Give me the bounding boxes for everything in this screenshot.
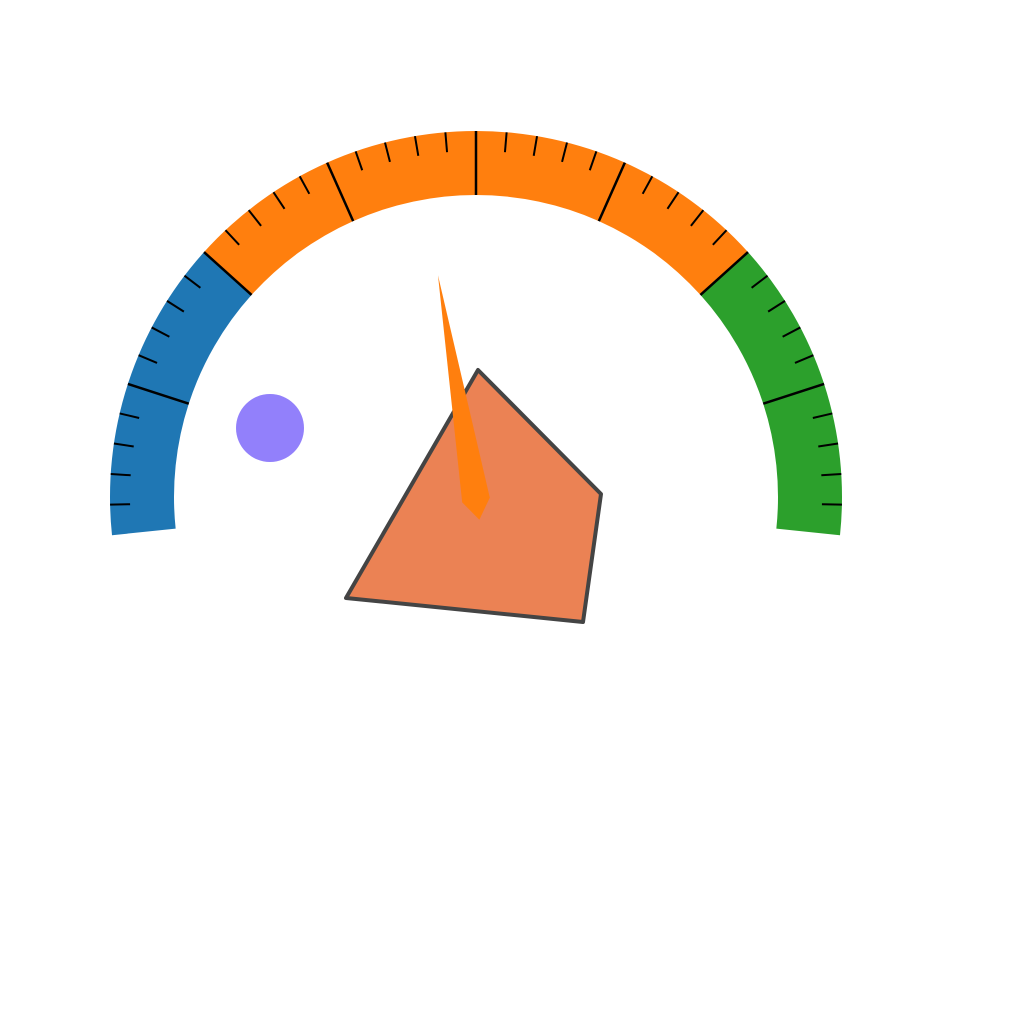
purple-dot (236, 394, 304, 462)
gauge-minor-tick (690, 209, 705, 227)
gauge-minor-tick (298, 175, 311, 195)
gauge-minor-tick (641, 175, 654, 195)
gauge-minor-tick (666, 191, 680, 210)
gauge-minor-tick (712, 229, 728, 246)
gauge-minor-tick (119, 412, 140, 419)
gauge-minor-tick (166, 300, 185, 313)
gauge-minor-tick (183, 274, 202, 289)
gauge-minor-tick (503, 132, 508, 153)
gauge-minor-tick (413, 135, 420, 157)
gauge-band-high (700, 252, 842, 536)
gauge-minor-tick (794, 354, 814, 364)
gauge-minor-tick (767, 300, 786, 313)
gauge-minor-tick (272, 191, 286, 210)
gauge-minor-tick (354, 151, 364, 171)
gauge-minor-tick (782, 326, 801, 338)
gauge-minor-tick (812, 412, 833, 419)
gauge-minor-tick (821, 473, 842, 477)
gauge-minor-tick (588, 151, 598, 171)
gauge-minor-tick (384, 142, 391, 163)
gauge-needle (437, 275, 490, 520)
gauge-minor-tick (818, 442, 839, 448)
gauge-minor-tick (113, 442, 134, 448)
gauge-ticks (110, 131, 842, 506)
gauge-minor-tick (532, 135, 539, 157)
gauge-major-tick (699, 251, 749, 296)
gauge-minor-tick (151, 326, 170, 338)
gauge-minor-tick (247, 209, 262, 227)
gauge-minor-tick (444, 132, 449, 153)
gauge-major-tick (762, 382, 825, 405)
gauge-major-tick (325, 162, 355, 222)
gauge-band-low (110, 252, 252, 536)
gauge-minor-tick (110, 473, 131, 477)
gauge-minor-tick (224, 229, 240, 246)
gauge-minor-tick (561, 142, 568, 163)
gauge-minor-tick (138, 354, 158, 364)
gauge-band-mid (204, 131, 748, 295)
gauge-major-tick (127, 382, 190, 405)
gauge-major-tick (203, 251, 253, 296)
gauge-major-tick (597, 162, 627, 222)
gauge-minor-tick (750, 274, 769, 289)
gauge-bands (110, 131, 842, 536)
